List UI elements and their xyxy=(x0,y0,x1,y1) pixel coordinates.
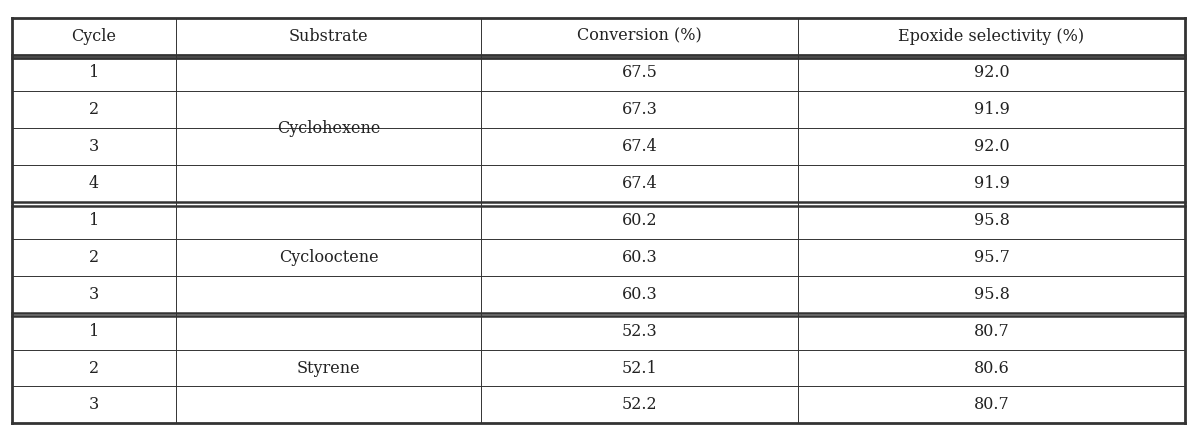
Text: Epoxide selectivity (%): Epoxide selectivity (%) xyxy=(899,28,1084,45)
Text: 60.3: 60.3 xyxy=(621,286,657,303)
Text: 60.3: 60.3 xyxy=(621,249,657,266)
Text: 52.2: 52.2 xyxy=(621,396,657,413)
Text: 52.3: 52.3 xyxy=(621,323,657,340)
Text: 80.7: 80.7 xyxy=(973,396,1009,413)
Text: 1: 1 xyxy=(89,64,99,82)
Text: 80.7: 80.7 xyxy=(973,323,1009,340)
Text: 95.8: 95.8 xyxy=(973,286,1009,303)
Text: 3: 3 xyxy=(89,396,99,413)
Text: Conversion (%): Conversion (%) xyxy=(577,28,701,45)
Text: 1: 1 xyxy=(89,212,99,229)
Text: 92.0: 92.0 xyxy=(973,138,1009,155)
Text: Styrene: Styrene xyxy=(297,359,360,377)
Text: 60.2: 60.2 xyxy=(621,212,657,229)
Text: 67.3: 67.3 xyxy=(621,101,657,118)
Text: 67.4: 67.4 xyxy=(621,175,657,192)
Text: Cyclohexene: Cyclohexene xyxy=(277,120,381,137)
Text: Substrate: Substrate xyxy=(288,28,369,45)
Text: 95.8: 95.8 xyxy=(973,212,1009,229)
Text: 80.6: 80.6 xyxy=(973,359,1009,377)
Text: 3: 3 xyxy=(89,286,99,303)
Text: 2: 2 xyxy=(89,249,99,266)
Text: 3: 3 xyxy=(89,138,99,155)
Text: 67.4: 67.4 xyxy=(621,138,657,155)
Text: 1: 1 xyxy=(89,323,99,340)
Text: 91.9: 91.9 xyxy=(973,175,1009,192)
Text: Cycle: Cycle xyxy=(72,28,116,45)
Text: 92.0: 92.0 xyxy=(973,64,1009,82)
Text: 95.7: 95.7 xyxy=(973,249,1009,266)
Text: 67.5: 67.5 xyxy=(621,64,657,82)
Text: Cyclooctene: Cyclooctene xyxy=(279,249,378,266)
Text: 91.9: 91.9 xyxy=(973,101,1009,118)
Text: 2: 2 xyxy=(89,101,99,118)
Text: 2: 2 xyxy=(89,359,99,377)
Text: 4: 4 xyxy=(89,175,99,192)
Text: 52.1: 52.1 xyxy=(621,359,657,377)
